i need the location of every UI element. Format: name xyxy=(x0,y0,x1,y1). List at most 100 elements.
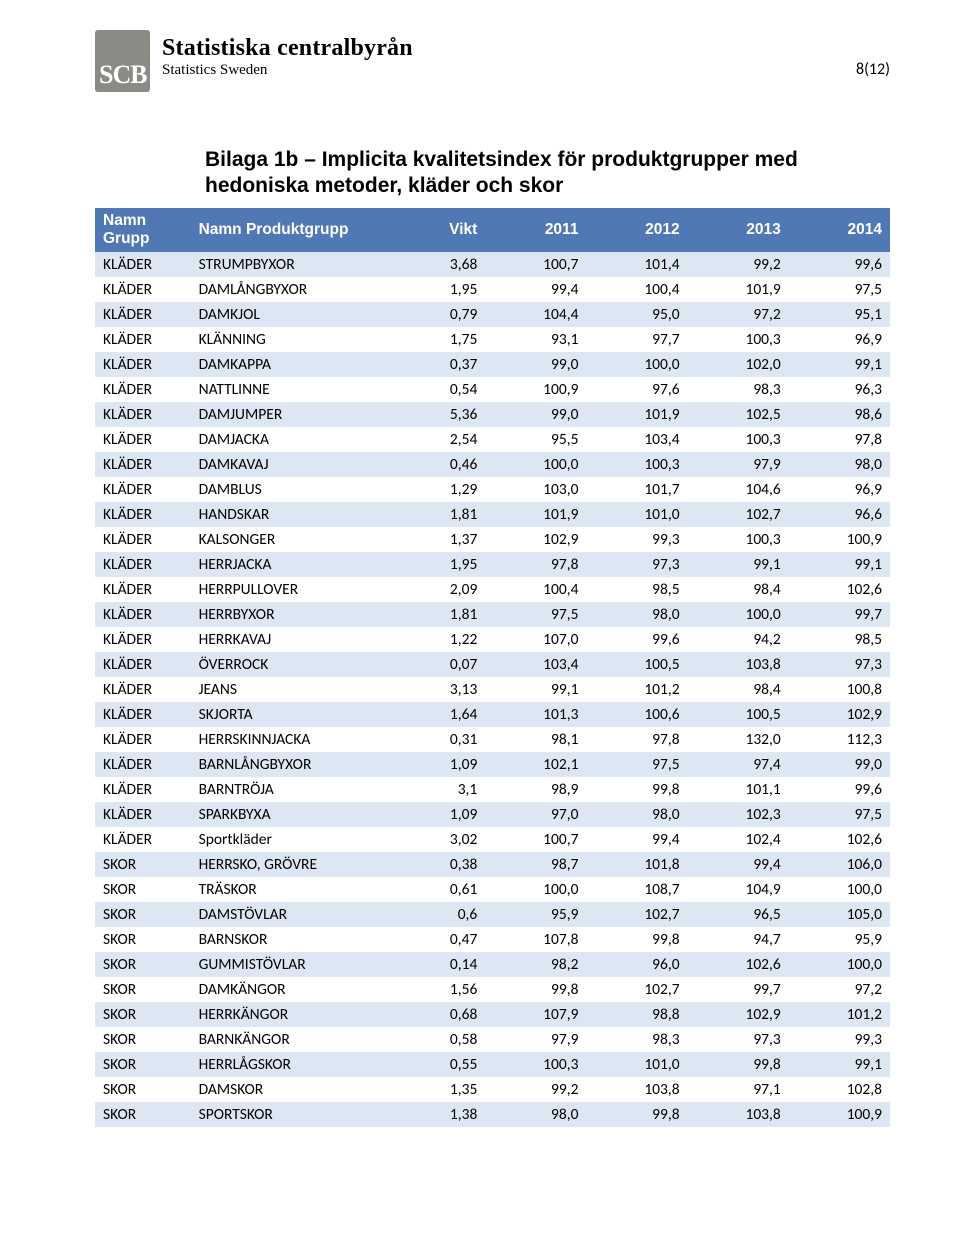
table-cell: 1,09 xyxy=(398,802,486,827)
org-name-sv: Statistiska centralbyrån xyxy=(162,36,413,60)
table-row: KLÄDERSPARKBYXA1,0997,098,0102,397,5 xyxy=(95,802,890,827)
table-cell: 97,5 xyxy=(586,752,687,777)
table-cell: 99,2 xyxy=(688,252,789,277)
table-cell: SKOR xyxy=(95,902,191,927)
col-header: Vikt xyxy=(398,208,486,252)
table-row: KLÄDERDAMLÅNGBYXOR1,9599,4100,4101,997,5 xyxy=(95,277,890,302)
table-cell: 102,1 xyxy=(485,752,586,777)
table-cell: 97,7 xyxy=(586,327,687,352)
document-title: Bilaga 1b – Implicita kvalitetsindex för… xyxy=(95,147,890,200)
table-cell: 103,8 xyxy=(688,652,789,677)
table-header-row: Namn GruppNamn ProduktgruppVikt201120122… xyxy=(95,208,890,252)
table-cell: 1,35 xyxy=(398,1077,486,1102)
table-cell: 1,29 xyxy=(398,477,486,502)
table-cell: 101,9 xyxy=(485,502,586,527)
table-cell: 100,3 xyxy=(688,527,789,552)
table-cell: 101,9 xyxy=(586,402,687,427)
table-cell: KALSONGER xyxy=(191,527,398,552)
title-line-2: hedoniska metoder, kläder och skor xyxy=(205,174,563,197)
table-cell: 101,9 xyxy=(688,277,789,302)
table-cell: 0,61 xyxy=(398,877,486,902)
table-cell: 1,95 xyxy=(398,552,486,577)
table-cell: 108,7 xyxy=(586,877,687,902)
table-cell: 0,55 xyxy=(398,1052,486,1077)
table-row: KLÄDERHERRKAVAJ1,22107,099,694,298,5 xyxy=(95,627,890,652)
table-cell: KLÄDER xyxy=(95,652,191,677)
table-cell: 99,8 xyxy=(586,777,687,802)
table-cell: 102,3 xyxy=(688,802,789,827)
table-cell: 99,7 xyxy=(688,977,789,1002)
table-cell: 1,81 xyxy=(398,602,486,627)
table-cell: 99,0 xyxy=(485,402,586,427)
table-row: KLÄDERKLÄNNING1,7593,197,7100,396,9 xyxy=(95,327,890,352)
col-header: Namn Produktgrupp xyxy=(191,208,398,252)
page-container: 8(12) SCB Statistiska centralbyrån Stati… xyxy=(0,0,960,1187)
table-cell: 99,8 xyxy=(586,927,687,952)
table-cell: 97,5 xyxy=(485,602,586,627)
table-cell: 95,9 xyxy=(789,927,890,952)
col-header: 2011 xyxy=(485,208,586,252)
table-row: SKORDAMKÄNGOR1,5699,8102,799,797,2 xyxy=(95,977,890,1002)
table-cell: 100,5 xyxy=(688,702,789,727)
table-cell: 96,9 xyxy=(789,477,890,502)
table-cell: KLÄNNING xyxy=(191,327,398,352)
table-cell: 98,2 xyxy=(485,952,586,977)
table-cell: 99,4 xyxy=(688,852,789,877)
table-cell: 100,7 xyxy=(485,252,586,277)
table-cell: 97,0 xyxy=(485,802,586,827)
table-cell: 102,5 xyxy=(688,402,789,427)
table-cell: 100,3 xyxy=(586,452,687,477)
table-cell: 100,0 xyxy=(688,602,789,627)
table-cell: 0,46 xyxy=(398,452,486,477)
table-cell: 94,2 xyxy=(688,627,789,652)
table-cell: 99,0 xyxy=(789,752,890,777)
data-table: Namn GruppNamn ProduktgruppVikt201120122… xyxy=(95,208,890,1127)
table-cell: 95,0 xyxy=(586,302,687,327)
table-cell: 107,8 xyxy=(485,927,586,952)
table-cell: 3,1 xyxy=(398,777,486,802)
table-cell: GUMMISTÖVLAR xyxy=(191,952,398,977)
table-cell: 98,5 xyxy=(789,627,890,652)
table-row: SKORTRÄSKOR0,61100,0108,7104,9100,0 xyxy=(95,877,890,902)
table-cell: 104,9 xyxy=(688,877,789,902)
table-row: KLÄDERNATTLINNE0,54100,997,698,396,3 xyxy=(95,377,890,402)
table-cell: 0,6 xyxy=(398,902,486,927)
table-cell: 99,4 xyxy=(485,277,586,302)
table-cell: 101,1 xyxy=(688,777,789,802)
col-header: 2014 xyxy=(789,208,890,252)
table-cell: ÖVERROCK xyxy=(191,652,398,677)
table-cell: 101,2 xyxy=(789,1002,890,1027)
table-cell: 103,4 xyxy=(485,652,586,677)
scb-logo-text: SCB xyxy=(99,60,147,90)
table-cell: 99,0 xyxy=(485,352,586,377)
table-cell: 100,0 xyxy=(789,952,890,977)
table-cell: SKOR xyxy=(95,952,191,977)
table-cell: BARNSKOR xyxy=(191,927,398,952)
table-row: SKORGUMMISTÖVLAR0,1498,296,0102,6100,0 xyxy=(95,952,890,977)
table-cell: 3,13 xyxy=(398,677,486,702)
table-head: Namn GruppNamn ProduktgruppVikt201120122… xyxy=(95,208,890,252)
table-cell: 98,4 xyxy=(688,677,789,702)
table-cell: SKOR xyxy=(95,1102,191,1127)
table-row: KLÄDERDAMJACKA2,5495,5103,4100,397,8 xyxy=(95,427,890,452)
table-cell: SKOR xyxy=(95,877,191,902)
table-cell: KLÄDER xyxy=(95,302,191,327)
table-row: KLÄDERJEANS3,1399,1101,298,4100,8 xyxy=(95,677,890,702)
table-cell: NATTLINNE xyxy=(191,377,398,402)
table-cell: 98,5 xyxy=(586,577,687,602)
table-cell: KLÄDER xyxy=(95,802,191,827)
table-cell: KLÄDER xyxy=(95,602,191,627)
table-cell: 97,2 xyxy=(789,977,890,1002)
table-cell: 100,9 xyxy=(789,1102,890,1127)
table-cell: 99,7 xyxy=(789,602,890,627)
table-cell: SKOR xyxy=(95,1077,191,1102)
table-cell: SKOR xyxy=(95,1052,191,1077)
table-cell: 102,6 xyxy=(688,952,789,977)
table-cell: 103,0 xyxy=(485,477,586,502)
table-body: KLÄDERSTRUMPBYXOR3,68100,7101,499,299,6K… xyxy=(95,252,890,1127)
table-cell: 102,9 xyxy=(485,527,586,552)
table-cell: 0,37 xyxy=(398,352,486,377)
table-cell: KLÄDER xyxy=(95,827,191,852)
table-cell: HERRPULLOVER xyxy=(191,577,398,602)
table-cell: 102,7 xyxy=(586,977,687,1002)
